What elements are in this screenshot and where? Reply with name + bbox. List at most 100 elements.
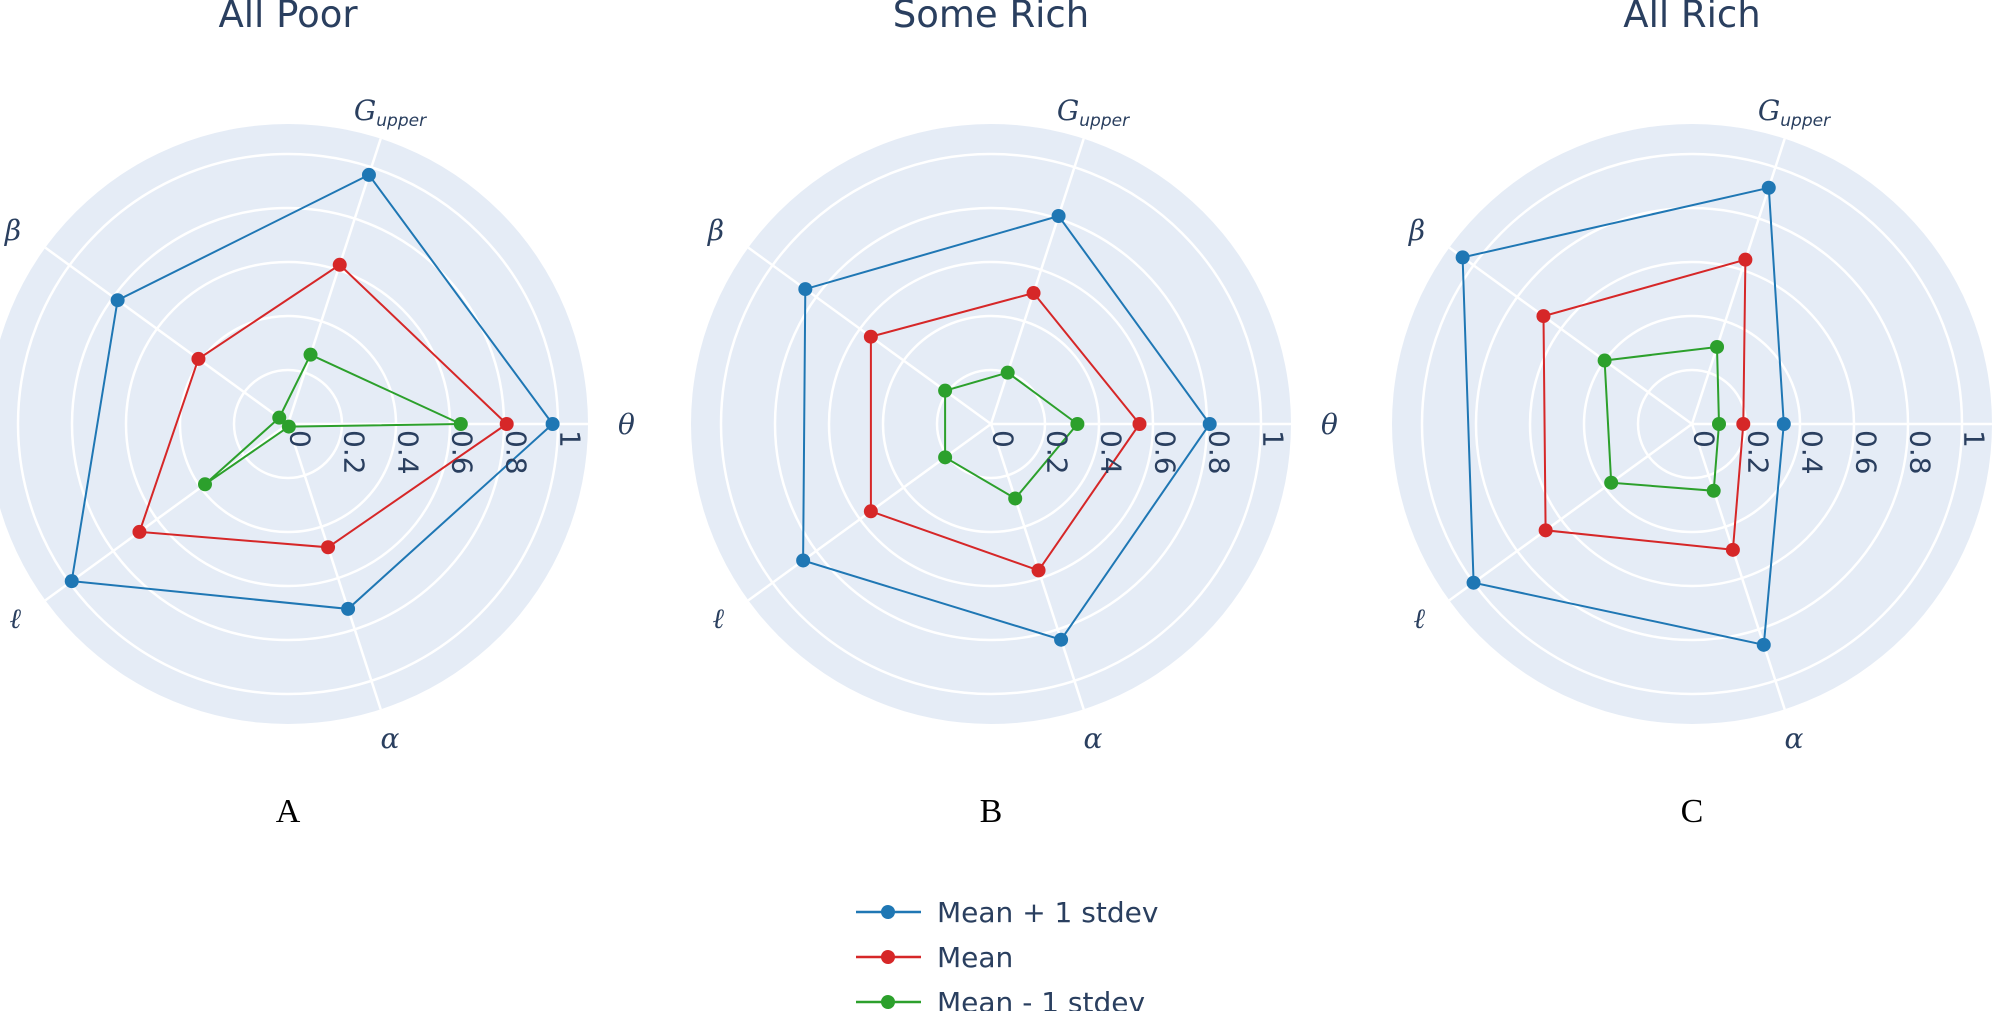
- radial-tick-label: 1: [1257, 430, 1290, 448]
- data-point: [1538, 523, 1553, 538]
- axis-label: ℓ: [1413, 602, 1425, 635]
- data-point: [1776, 417, 1791, 431]
- data-point: [1000, 365, 1015, 380]
- legend-marker: [881, 905, 895, 919]
- axis-label: Gupper: [1758, 94, 1831, 131]
- data-point: [863, 329, 878, 344]
- spoke-line: [1448, 246, 1693, 426]
- data-point: [1051, 209, 1066, 224]
- radial-tick-label: 0.6: [1850, 430, 1883, 475]
- data-point: [191, 351, 206, 366]
- series-line: [70, 173, 554, 610]
- data-point: [332, 257, 347, 272]
- legend-marker: [881, 995, 895, 1009]
- legend-label: Mean - 1 stdev: [937, 986, 1145, 1011]
- data-point: [499, 417, 514, 431]
- data-point: [303, 347, 318, 362]
- series-line: [1603, 345, 1721, 492]
- radial-tick-label: 0.2: [1742, 430, 1775, 475]
- series-line: [138, 263, 509, 549]
- radial-tick-label: 0.4: [392, 430, 425, 475]
- data-point: [272, 410, 287, 425]
- chart-title: All Rich: [1623, 0, 1760, 36]
- data-point: [1706, 483, 1721, 498]
- data-point: [1736, 417, 1751, 431]
- radial-tick-label: 0.2: [338, 430, 371, 475]
- axis-label: Gupper: [1057, 94, 1130, 131]
- data-point: [938, 383, 953, 398]
- data-point: [796, 553, 811, 568]
- data-point: [938, 450, 953, 465]
- legend-label: Mean + 1 stdev: [937, 896, 1158, 929]
- data-point: [321, 540, 336, 555]
- spoke-line: [44, 246, 289, 426]
- radial-tick-label: 1: [1958, 430, 1991, 448]
- series-line: [944, 371, 1079, 500]
- axis-label: Gupper: [354, 94, 427, 131]
- panel-label: B: [980, 793, 1003, 830]
- legend-label: Mean: [937, 941, 1013, 974]
- axis-label: θ: [618, 408, 635, 441]
- series-line: [869, 291, 1141, 572]
- series-line: [1542, 258, 1747, 551]
- radial-tick-label: 0.8: [1904, 430, 1937, 475]
- data-point: [1026, 286, 1041, 301]
- axis-label: α: [1785, 722, 1804, 755]
- data-point: [1604, 475, 1619, 490]
- spoke-line: [44, 422, 289, 602]
- data-point: [1761, 180, 1776, 195]
- data-point: [361, 167, 376, 182]
- panel-label: A: [276, 793, 301, 830]
- data-point: [341, 601, 356, 616]
- radial-tick-label: 0.8: [500, 430, 533, 475]
- data-point: [1712, 417, 1726, 431]
- data-point: [110, 293, 125, 308]
- axis-label: β: [4, 214, 21, 247]
- data-point: [1054, 632, 1069, 647]
- radial-tick-label: 0: [1688, 430, 1721, 448]
- radial-tick-label: 0.6: [446, 430, 479, 475]
- axis-label: ℓ: [9, 602, 21, 635]
- series-line: [1461, 186, 1785, 647]
- data-point: [1756, 637, 1771, 652]
- data-point: [197, 477, 212, 492]
- data-point: [1597, 353, 1612, 368]
- data-point: [453, 417, 468, 431]
- data-point: [1008, 491, 1023, 506]
- radial-tick-label: 0: [987, 430, 1020, 448]
- radial-tick-label: 0.6: [1149, 430, 1182, 475]
- axis-label: α: [1084, 722, 1103, 755]
- data-point: [1031, 563, 1046, 578]
- radar-panel-b: 0 0.2 0.4 0.6 0.8 1 θ Gupper β ℓ α Some Rich B: [691, 0, 1338, 830]
- data-point: [545, 417, 560, 431]
- radial-tick-label: 0.2: [1041, 430, 1074, 475]
- data-point: [1466, 575, 1481, 590]
- data-point: [798, 282, 813, 297]
- radial-tick-label: 0: [284, 430, 317, 448]
- legend: Mean + 1 stdev Mean Mean - 1 stdev: [856, 896, 1158, 1011]
- axis-label: β: [707, 214, 724, 247]
- data-point: [1536, 309, 1551, 324]
- data-point: [1132, 417, 1147, 431]
- chart-title: All Poor: [218, 0, 358, 36]
- chart-title: Some Rich: [893, 0, 1089, 36]
- data-point: [1455, 250, 1470, 265]
- data-point: [1725, 542, 1740, 557]
- axis-label: β: [1408, 214, 1425, 247]
- radial-tick-label: 0.4: [1095, 430, 1128, 475]
- spoke-line: [1690, 423, 1786, 710]
- radial-tick-label: 1: [554, 430, 587, 448]
- series-line: [204, 353, 462, 486]
- axis-label: θ: [1321, 408, 1338, 441]
- series-line: [802, 214, 1211, 641]
- radar-panel-a: 0 0.2 0.4 0.6 0.8 1 θ Gupper β ℓ α All Poor A: [0, 0, 635, 830]
- axis-label: ℓ: [712, 602, 724, 635]
- radial-tick-label: 0.8: [1203, 430, 1236, 475]
- axis-label: α: [381, 722, 400, 755]
- spoke-line: [286, 138, 382, 425]
- spoke-line: [1448, 422, 1693, 602]
- data-point: [281, 419, 296, 434]
- data-point: [1710, 339, 1725, 354]
